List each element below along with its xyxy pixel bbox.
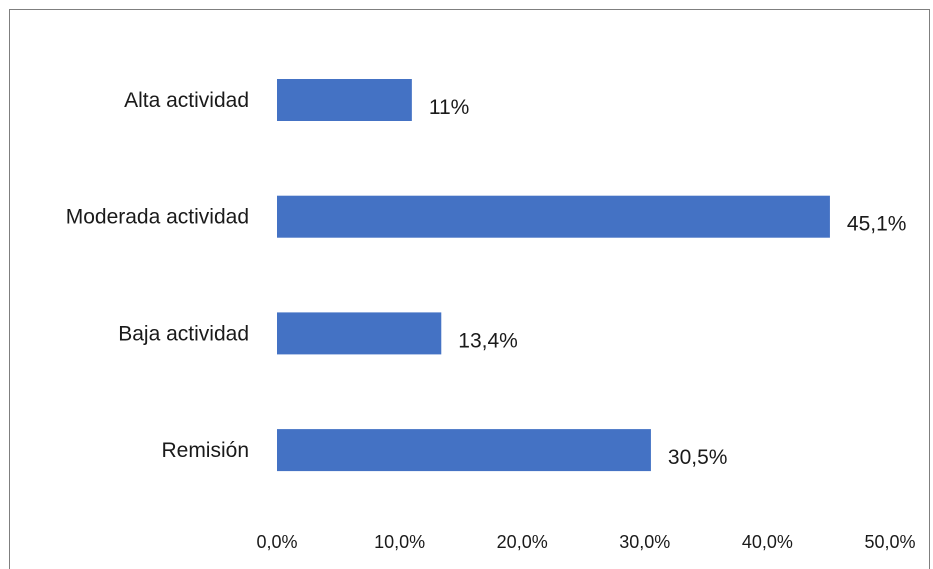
category-label-baja-actividad: Baja actividad (118, 322, 249, 345)
category-label-alta-actividad: Alta actividad (124, 89, 249, 112)
bar-baja-actividad (277, 312, 442, 355)
x-tick-label: 30,0% (619, 532, 670, 552)
category-labels: Alta actividad Moderada actividad Baja act… (66, 89, 249, 462)
chart-frame (9, 9, 930, 569)
x-tick-label: 10,0% (374, 532, 425, 552)
bar-moderada-actividad (277, 195, 830, 238)
x-tick-label: 50,0% (864, 532, 915, 552)
value-label-moderada-actividad: 45,1% (847, 213, 907, 236)
bars-layer (277, 79, 830, 472)
x-tick-label: 0,0% (256, 532, 297, 552)
x-tick-label: 20,0% (497, 532, 548, 552)
value-label-baja-actividad: 13,4% (458, 329, 518, 352)
value-label-alta-actividad: 11% (429, 96, 469, 119)
category-label-moderada-actividad: Moderada actividad (66, 206, 249, 229)
x-tick-label: 40,0% (742, 532, 793, 552)
value-label-remision: 30,5% (668, 446, 728, 469)
value-labels: 11% 45,1% 13,4% 30,5% (429, 96, 907, 469)
category-label-remision: Remisión (161, 439, 249, 462)
bar-alta-actividad (277, 79, 412, 121)
x-axis-tick-labels: 0,0% 10,0% 20,0% 30,0% 40,0% 50,0% (256, 532, 915, 552)
bar-remision (277, 429, 651, 472)
